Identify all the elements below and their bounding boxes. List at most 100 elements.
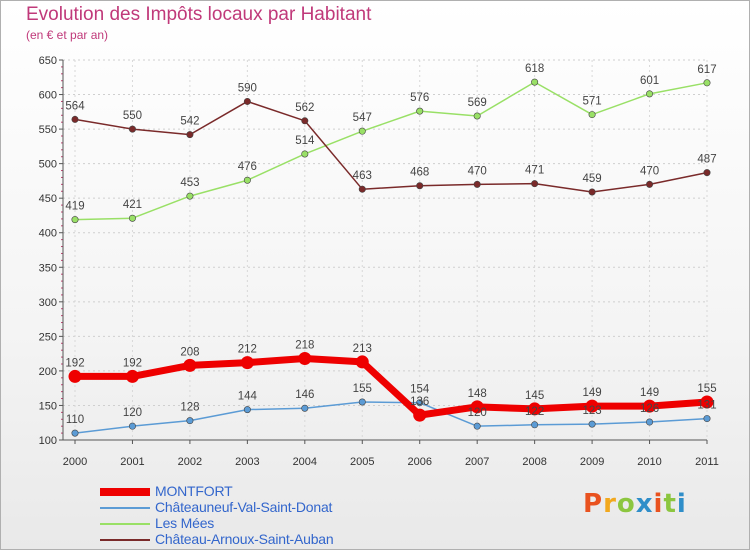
data-point [531, 421, 539, 429]
data-label: 144 [238, 391, 258, 403]
y-tick-label: 200 [39, 366, 57, 378]
data-label: 145 [525, 390, 544, 402]
series-line-3 [74, 100, 708, 193]
data-label: 128 [180, 402, 199, 414]
data-point [588, 111, 596, 119]
data-label: 122 [525, 406, 544, 418]
data-label: 192 [123, 357, 142, 369]
x-tick-label: 2010 [637, 456, 661, 468]
y-tick-label: 550 [39, 124, 57, 136]
data-point [186, 192, 194, 200]
x-tick-label: 2002 [178, 456, 202, 468]
y-tick-label: 100 [39, 435, 57, 447]
legend-swatch-montfort [100, 488, 150, 496]
series-line-1 [74, 401, 708, 434]
data-label: 463 [353, 170, 372, 182]
data-point [71, 216, 79, 224]
data-label: 154 [410, 384, 430, 396]
data-point [646, 90, 654, 98]
data-label: 470 [468, 165, 487, 177]
legend-label-montfort: MONTFORT [155, 483, 233, 499]
data-label: 136 [410, 396, 429, 408]
proxiti-logo: Proxiti [583, 489, 687, 519]
data-point [183, 358, 197, 372]
data-label: 120 [123, 407, 142, 419]
x-tick-label: 2003 [235, 456, 259, 468]
data-point [68, 369, 82, 383]
data-point [358, 127, 366, 135]
data-point [413, 408, 427, 422]
x-tick-label: 2004 [293, 456, 317, 468]
data-point [298, 351, 312, 365]
y-tick-label: 500 [39, 159, 57, 171]
data-label: 571 [582, 96, 601, 108]
data-point [470, 400, 484, 414]
data-point [473, 180, 481, 188]
y-tick-label: 600 [39, 90, 57, 102]
data-point [128, 214, 136, 222]
legend-label-les-mees: Les Mées [155, 515, 215, 531]
data-point [703, 415, 711, 423]
legend-swatch-les-mees [100, 523, 150, 525]
data-point [643, 399, 657, 413]
data-point [186, 131, 194, 139]
x-tick-label: 2000 [63, 456, 87, 468]
data-label: 453 [180, 177, 199, 189]
data-label: 146 [295, 389, 314, 401]
y-tick-label: 300 [39, 297, 57, 309]
data-point [240, 356, 254, 370]
data-point [700, 395, 714, 409]
data-label: 514 [295, 135, 315, 147]
data-label: 590 [238, 82, 257, 94]
data-label: 476 [238, 161, 257, 173]
data-label: 618 [525, 63, 544, 75]
data-label: 468 [410, 167, 429, 179]
x-tick-label: 2007 [465, 456, 489, 468]
data-label: 487 [697, 154, 716, 166]
data-point [186, 417, 194, 425]
series-line-0 [75, 354, 708, 419]
data-label: 421 [123, 199, 142, 211]
data-label: 564 [65, 100, 85, 112]
data-point [646, 418, 654, 426]
data-point [358, 185, 366, 193]
x-tick-label: 2006 [407, 456, 431, 468]
data-point [301, 404, 309, 412]
legend-label-chateauneuf: Châteauneuf-Val-Saint-Donat [155, 499, 333, 515]
legend-swatch-chateauneuf [100, 507, 150, 509]
data-point [416, 399, 424, 407]
data-point [531, 180, 539, 188]
data-label: 149 [582, 387, 601, 399]
data-label: 155 [353, 383, 372, 395]
data-point [473, 112, 481, 120]
x-tick-label: 2005 [350, 456, 374, 468]
data-point [531, 78, 539, 86]
data-point [125, 369, 139, 383]
y-tick-label: 350 [39, 262, 57, 274]
data-point [588, 420, 596, 428]
data-label: 120 [468, 407, 487, 419]
data-point [301, 117, 309, 125]
data-label: 213 [353, 343, 372, 355]
x-tick-label: 2011 [695, 456, 719, 468]
x-tick-label: 2009 [580, 456, 604, 468]
data-point [71, 115, 79, 123]
y-tick-label: 250 [39, 331, 57, 343]
data-point [703, 79, 711, 87]
data-label: 617 [697, 64, 716, 76]
chart-subtitle: (en € et par an) [26, 28, 109, 42]
data-point [355, 355, 369, 369]
data-point [588, 188, 596, 196]
data-label: 419 [65, 201, 84, 213]
data-label: 550 [123, 110, 142, 122]
data-point [128, 125, 136, 133]
series-line-2 [74, 81, 708, 221]
data-point [703, 169, 711, 177]
y-tick-label: 650 [39, 55, 57, 67]
data-label: 218 [295, 339, 314, 351]
data-label: 149 [640, 387, 659, 399]
data-point [646, 180, 654, 188]
data-label: 192 [65, 357, 84, 369]
data-point [358, 398, 366, 406]
